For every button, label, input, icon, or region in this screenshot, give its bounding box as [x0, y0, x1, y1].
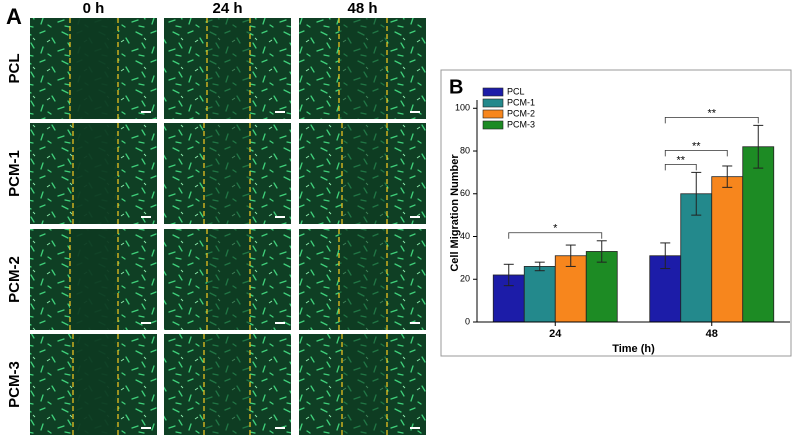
scale-bar [410, 427, 420, 429]
panel-label: B [449, 76, 463, 98]
scratch-gap [204, 334, 250, 435]
legend-swatch [482, 87, 504, 97]
scratch-gap [207, 18, 250, 119]
bar [742, 146, 775, 323]
legend-swatch [482, 98, 504, 108]
error-bar [691, 171, 702, 216]
legend-label: PCM-3 [507, 119, 535, 129]
scratch-gap [342, 334, 387, 435]
scale-bar [410, 111, 420, 113]
row-label: PCM-2 [6, 256, 23, 303]
scale-bar [275, 427, 285, 429]
row-label: PCL [6, 54, 23, 84]
significance-bracket [664, 116, 759, 124]
column-header: 0 h [83, 0, 105, 17]
scratch-gap [70, 18, 118, 119]
x-tick-label: 24 [549, 328, 562, 340]
column-header: 48 h [347, 0, 377, 17]
column-header: 24 h [212, 0, 242, 17]
scratch-gap [339, 18, 387, 119]
y-tick-label: 40 [460, 231, 470, 241]
scratch-gap [339, 229, 387, 330]
scale-bar [141, 427, 151, 429]
scratch-gap [73, 334, 118, 435]
panel-label: A [6, 4, 22, 29]
scale-bar [275, 322, 285, 324]
x-tick-label: 48 [706, 328, 718, 340]
legend-label: PCM-1 [507, 97, 535, 107]
scale-bar [141, 111, 151, 113]
bar [711, 176, 744, 323]
significance-label: ** [707, 107, 716, 119]
error-bar [596, 240, 607, 263]
error-bar [565, 244, 576, 267]
panel-a: 0 h 24 h 48 h PCL PCM-1 PCM-2 PCM-3 [6, 0, 426, 435]
scratch-gap [204, 123, 250, 224]
error-bar [753, 124, 764, 169]
legend-swatch [482, 120, 504, 130]
significance-label: * [553, 223, 558, 235]
y-tick-label: 0 [465, 316, 470, 326]
significance-label: ** [676, 154, 685, 166]
scratch-gap [73, 123, 118, 224]
scale-bar [275, 216, 285, 218]
significance-bracket [664, 149, 728, 157]
legend-swatch [482, 109, 504, 119]
row-label: PCM-1 [6, 150, 23, 197]
error-bar [503, 263, 514, 287]
y-tick-label: 20 [460, 274, 470, 284]
scale-bar [275, 111, 285, 113]
legend-label: PCM-2 [507, 108, 535, 118]
scratch-gap [342, 123, 387, 224]
scale-bar [141, 322, 151, 324]
scratch-gap [207, 229, 250, 330]
error-bar [722, 165, 733, 188]
y-tick-label: 100 [455, 103, 470, 113]
scale-bar [141, 216, 151, 218]
significance-label: ** [692, 140, 701, 152]
x-axis-label: Time (h) [612, 343, 655, 355]
significance-bracket [508, 232, 603, 239]
bar [585, 251, 618, 323]
error-bar [660, 242, 671, 270]
y-axis-label: Cell Migration Number [449, 154, 461, 272]
row-label: PCM-3 [6, 361, 23, 408]
panel-b: 0 20 40 60 80 100 24 48 Time (h) Cell Migration N… [449, 86, 790, 355]
scale-bar [410, 216, 420, 218]
scale-bar [410, 322, 420, 324]
significance-bracket [664, 163, 697, 171]
legend-label: PCL [507, 86, 525, 96]
scratch-gap [70, 229, 118, 330]
bar [523, 266, 556, 323]
y-tick-label: 60 [460, 188, 470, 198]
error-bar [534, 261, 545, 272]
y-tick-label: 80 [460, 145, 470, 155]
